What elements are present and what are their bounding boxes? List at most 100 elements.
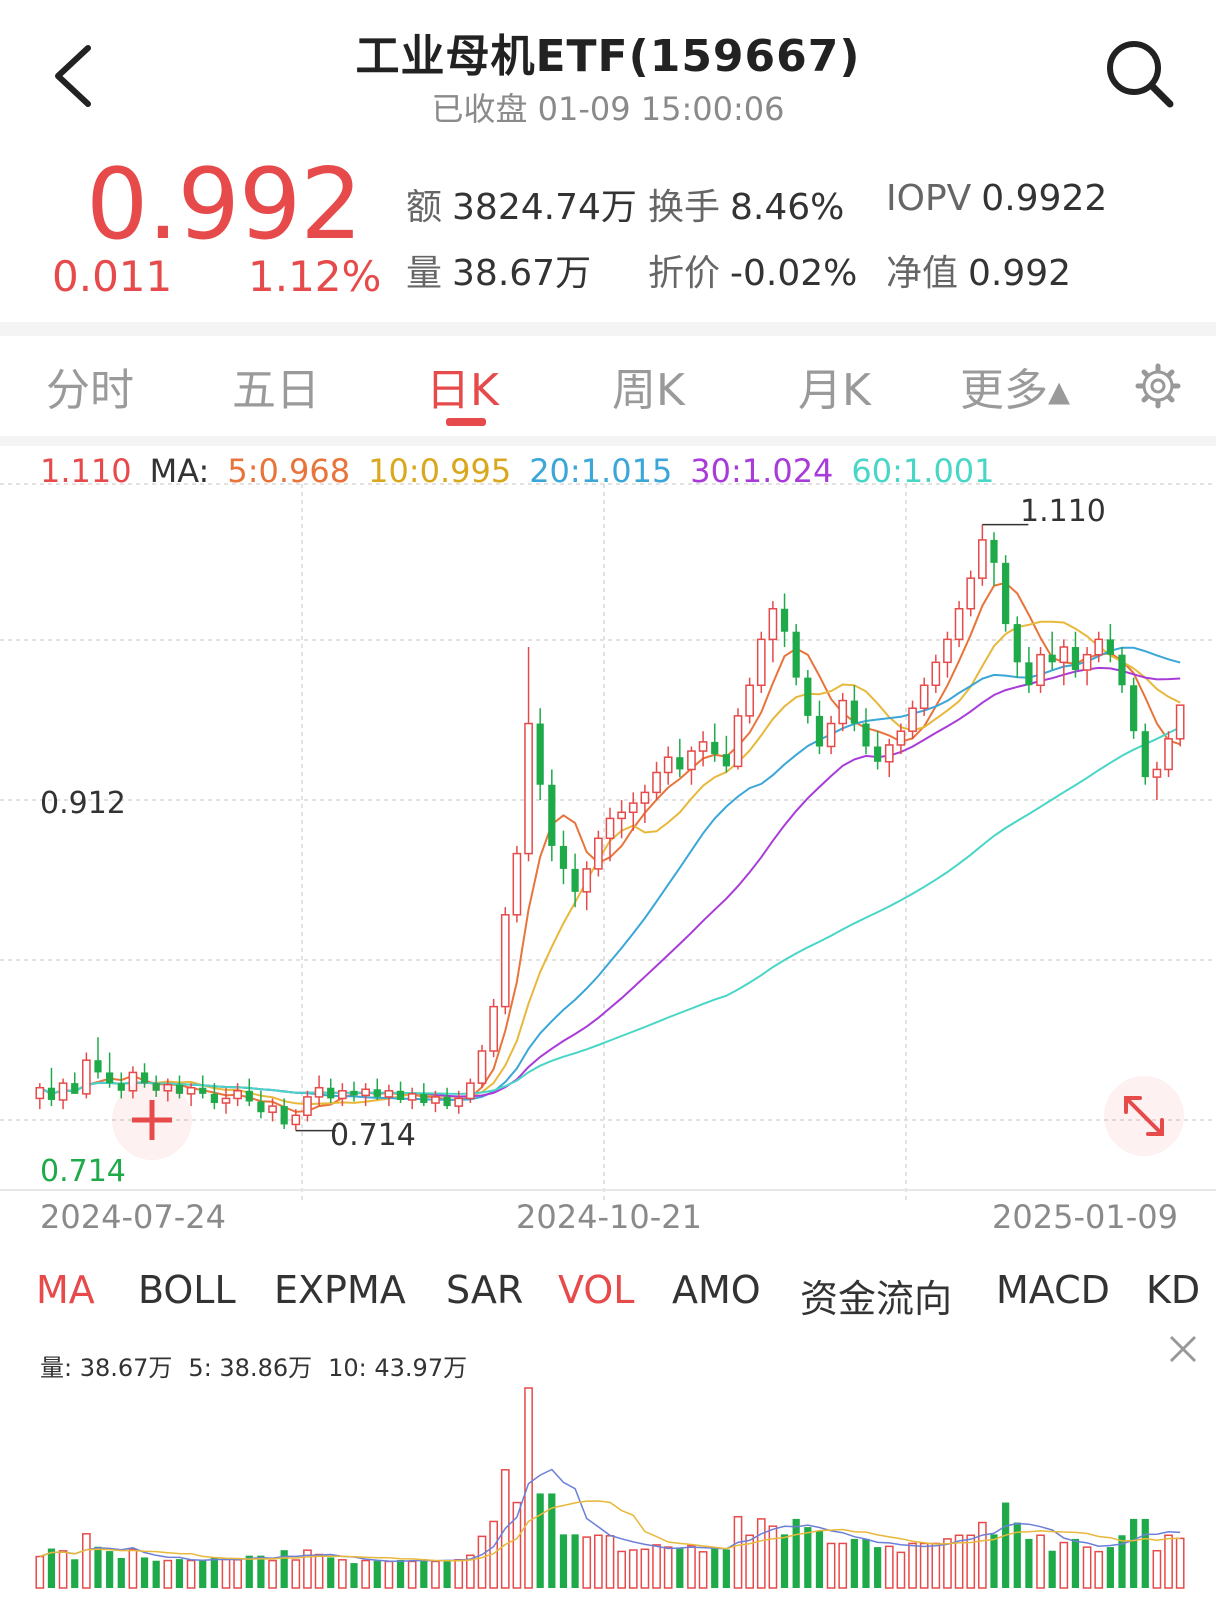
indicator-expma[interactable]: EXPMA: [274, 1268, 406, 1312]
active-tab-indicator: [446, 418, 486, 426]
candle-body: [548, 784, 556, 846]
candle-body: [1164, 738, 1173, 771]
volume-bar: [571, 1534, 579, 1588]
candle-body: [1048, 654, 1056, 663]
page-title: 工业母机ETF(159667): [355, 31, 861, 82]
indicator-ma[interactable]: MA: [36, 1268, 95, 1312]
candle-body: [431, 1096, 440, 1104]
volume-bar: [548, 1493, 556, 1588]
candle-body: [711, 741, 719, 755]
fullscreen-button[interactable]: [1104, 1076, 1184, 1156]
stat-amount: 额 3824.74万: [406, 187, 637, 228]
stat-volume: 量 38.67万: [406, 253, 592, 294]
volume-bar: [303, 1549, 312, 1589]
volume-bar: [1152, 1549, 1162, 1589]
x-axis-date-start: 2024-07-24: [40, 1198, 226, 1236]
search-button[interactable]: [1100, 34, 1180, 114]
candle-body: [71, 1083, 79, 1094]
indicator-amo[interactable]: AMO: [672, 1268, 761, 1312]
chart-settings-button[interactable]: [1134, 362, 1182, 410]
tab-more[interactable]: 更多▴: [960, 365, 1071, 416]
volume-bar: [617, 1550, 626, 1589]
crosshair-button[interactable]: [112, 1080, 192, 1160]
candle-body: [826, 722, 836, 748]
volume-bar: [117, 1558, 125, 1588]
ma-legend-ma20: 20:1.015: [529, 452, 673, 490]
volume-bar: [384, 1560, 394, 1589]
volume-bar: [756, 1518, 766, 1589]
volume-bar: [396, 1560, 405, 1588]
gear-icon: [1135, 363, 1181, 409]
tab-intraday[interactable]: 分时: [46, 365, 134, 416]
indicator-boll[interactable]: BOLL: [138, 1268, 236, 1312]
indicator-kd[interactable]: KD: [1146, 1268, 1201, 1312]
volume-bar: [1106, 1547, 1114, 1588]
volume-bar: [792, 1518, 800, 1588]
volume-bar: [291, 1559, 301, 1589]
candle-body: [722, 754, 730, 767]
candle-body: [1152, 768, 1162, 778]
candle-body: [303, 1096, 312, 1117]
candle-body: [47, 1087, 56, 1100]
tab-monthly-k[interactable]: 月K: [798, 365, 871, 416]
volume-bar: [838, 1542, 848, 1589]
candle-body: [175, 1084, 184, 1094]
price-change: 0.011: [52, 252, 173, 301]
volume-bar: [431, 1560, 440, 1589]
tab-daily-k[interactable]: 日K: [426, 365, 499, 416]
candle-body: [1025, 662, 1033, 686]
candle-body: [966, 577, 976, 610]
candle-body: [628, 802, 638, 814]
candle-body: [1002, 562, 1010, 625]
volume-bar: [443, 1560, 451, 1588]
candle-body: [908, 707, 917, 732]
volume-bar: [1071, 1538, 1080, 1588]
indicator-macd[interactable]: MACD: [996, 1268, 1110, 1312]
volume-bar: [826, 1542, 836, 1589]
y-axis-label-mid: 0.912: [40, 786, 126, 821]
candle-body: [140, 1072, 149, 1084]
volume-bar: [931, 1542, 941, 1589]
candle-body: [617, 811, 626, 820]
candle-body: [186, 1086, 196, 1095]
volume-bar: [94, 1546, 102, 1588]
candlestick-chart[interactable]: [0, 440, 1216, 1200]
candle-body: [978, 539, 987, 579]
volume-bar: [733, 1515, 743, 1589]
volume-bar: [1082, 1546, 1092, 1589]
volume-bar: [1048, 1550, 1056, 1588]
candle-body: [815, 715, 824, 747]
candle-body: [58, 1082, 68, 1101]
candle-body: [512, 852, 522, 916]
indicator-money-flow[interactable]: 资金流向: [800, 1277, 953, 1321]
candle-body: [245, 1090, 253, 1102]
candle-body: [919, 684, 929, 709]
indicator-vol[interactable]: VOL: [558, 1268, 635, 1312]
tab-five-day[interactable]: 五日: [232, 365, 320, 416]
ma-legend-ma30: 30:1.024: [690, 452, 834, 490]
back-button[interactable]: [40, 36, 110, 116]
candle-body: [954, 608, 964, 641]
volume-bar: [58, 1550, 68, 1589]
volume-legend-ma10: 10: 43.97万: [328, 1354, 468, 1382]
candle-body: [291, 1114, 301, 1126]
volume-bar: [896, 1551, 906, 1589]
volume-bar: [850, 1538, 858, 1588]
ma-line-ma60: [39, 726, 1181, 1095]
volume-bar: [350, 1563, 358, 1588]
volume-bar: [186, 1559, 196, 1589]
candle-body: [163, 1083, 173, 1092]
volume-chart: [35, 1387, 1185, 1589]
volume-bar: [314, 1553, 324, 1589]
candle-body: [338, 1090, 347, 1100]
tab-weekly-k[interactable]: 周K: [612, 365, 685, 416]
volume-bar: [420, 1559, 428, 1588]
indicator-sar[interactable]: SAR: [446, 1268, 524, 1312]
candle-body: [361, 1088, 370, 1097]
volume-bar: [466, 1554, 475, 1589]
volume-bar: [512, 1501, 522, 1589]
stat-turnover: 换手 8.46%: [648, 187, 845, 228]
close-indicator-button[interactable]: [1168, 1334, 1198, 1364]
volume-bar: [698, 1551, 708, 1589]
volume-bar: [815, 1530, 824, 1588]
